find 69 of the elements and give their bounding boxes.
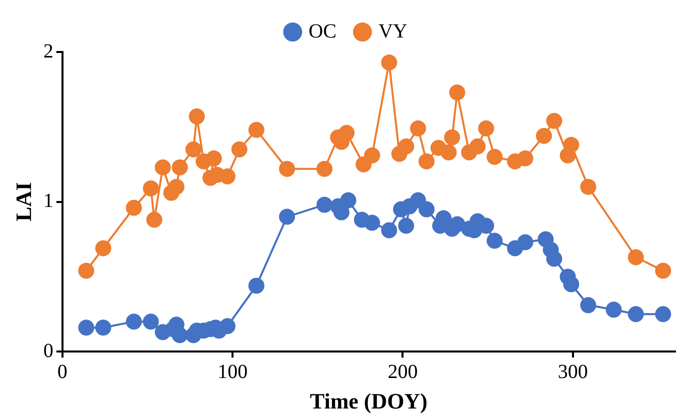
legend-label: OC — [308, 20, 336, 42]
point — [316, 160, 332, 177]
point — [486, 232, 503, 249]
point — [606, 302, 622, 318]
legend-label: VY — [378, 20, 408, 42]
point — [142, 180, 159, 196]
point — [628, 249, 644, 266]
point — [444, 129, 460, 146]
point — [364, 214, 380, 231]
point — [172, 327, 188, 344]
point — [478, 120, 494, 136]
point — [381, 54, 398, 70]
point — [126, 314, 142, 330]
point — [655, 262, 672, 279]
x-tick-label: 0 — [57, 360, 68, 383]
point — [580, 297, 596, 314]
y-tick-label: 2 — [43, 40, 54, 62]
point — [172, 159, 188, 176]
point — [563, 136, 580, 153]
point — [338, 124, 355, 141]
point — [517, 234, 534, 250]
point — [440, 144, 457, 160]
x-tick-label: 300 — [558, 360, 588, 383]
point — [398, 138, 414, 154]
point — [449, 84, 466, 100]
point — [418, 153, 435, 170]
point — [381, 222, 398, 238]
x-axis-title: Time (DOY) — [310, 388, 428, 414]
point — [517, 150, 534, 166]
y-tick-label: 0 — [43, 340, 54, 362]
point — [486, 148, 503, 165]
point — [168, 178, 184, 195]
point — [188, 108, 205, 124]
point — [206, 150, 222, 166]
point — [398, 218, 414, 234]
x-tick-label: 100 — [218, 360, 248, 383]
point — [185, 141, 202, 158]
point — [219, 318, 236, 334]
point — [655, 306, 672, 322]
point — [340, 192, 356, 208]
point — [418, 201, 435, 218]
point — [126, 200, 142, 216]
point — [536, 128, 552, 144]
point — [410, 120, 426, 136]
point — [279, 160, 296, 177]
point — [449, 216, 466, 232]
point — [95, 240, 112, 256]
point — [78, 320, 94, 336]
point — [364, 147, 380, 164]
point — [470, 138, 486, 154]
point — [142, 314, 159, 330]
y-tick-label: 1 — [43, 190, 54, 212]
point — [78, 262, 94, 279]
point — [154, 159, 171, 176]
point — [546, 112, 562, 129]
point — [248, 278, 264, 294]
point — [316, 196, 332, 213]
point — [580, 178, 596, 195]
point — [231, 141, 248, 158]
point — [279, 208, 296, 225]
point — [628, 306, 644, 322]
point — [546, 250, 562, 267]
point — [219, 168, 236, 184]
point — [95, 320, 112, 336]
x-tick-label: 200 — [388, 360, 418, 383]
point — [248, 122, 264, 138]
y-axis-title: LAI — [10, 182, 36, 222]
point — [146, 212, 162, 228]
point — [563, 276, 580, 292]
